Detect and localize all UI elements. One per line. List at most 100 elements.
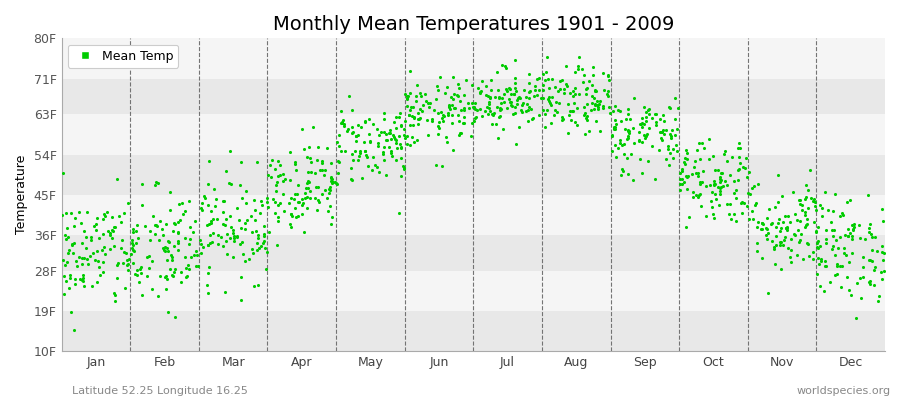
Point — [590, 97, 604, 104]
Point — [494, 100, 508, 106]
Point — [534, 95, 548, 102]
Point — [127, 248, 141, 254]
Point — [323, 175, 338, 181]
Point — [634, 114, 649, 121]
Point — [800, 221, 814, 228]
Point — [706, 181, 721, 187]
Point — [506, 111, 520, 117]
Point — [778, 224, 793, 231]
Point — [798, 182, 813, 188]
Point — [393, 145, 408, 151]
Point — [731, 144, 745, 151]
Point — [270, 242, 284, 248]
Point — [795, 201, 809, 208]
Point — [707, 182, 722, 188]
Point — [827, 191, 842, 197]
Point — [256, 223, 271, 229]
Point — [66, 250, 80, 256]
Point — [456, 105, 471, 111]
Point — [722, 211, 736, 218]
Point — [117, 248, 131, 255]
Point — [809, 228, 824, 234]
Point — [393, 173, 408, 180]
Point — [693, 179, 707, 185]
Point — [771, 216, 786, 222]
Point — [637, 132, 652, 138]
Point — [76, 272, 90, 278]
Point — [185, 228, 200, 235]
Point — [826, 233, 841, 239]
Point — [292, 199, 306, 205]
Point — [211, 240, 225, 247]
Point — [791, 197, 806, 203]
Point — [665, 127, 680, 133]
Point — [751, 181, 765, 188]
Point — [180, 262, 194, 268]
Point — [160, 257, 175, 264]
Point — [411, 116, 426, 122]
Point — [852, 274, 867, 281]
Point — [669, 142, 683, 148]
Point — [312, 166, 327, 173]
Point — [508, 75, 522, 81]
Point — [617, 126, 632, 132]
Point — [679, 172, 693, 179]
Point — [714, 176, 728, 183]
Point — [227, 238, 241, 244]
Point — [845, 250, 859, 256]
Point — [323, 174, 338, 180]
Point — [580, 100, 594, 107]
Point — [204, 218, 219, 225]
Point — [447, 104, 462, 111]
Point — [256, 231, 271, 238]
Point — [292, 198, 306, 205]
Point — [790, 252, 805, 259]
Point — [652, 128, 667, 135]
Point — [125, 247, 140, 253]
Point — [464, 133, 478, 140]
Point — [352, 153, 366, 160]
Title: Monthly Mean Temperatures 1901 - 2009: Monthly Mean Temperatures 1901 - 2009 — [273, 15, 674, 34]
Point — [875, 276, 889, 282]
Point — [425, 118, 439, 124]
Point — [372, 169, 386, 176]
Point — [398, 117, 412, 124]
Point — [410, 137, 425, 144]
Point — [400, 141, 414, 147]
Point — [548, 84, 562, 90]
Point — [562, 112, 576, 118]
Point — [586, 72, 600, 78]
Point — [171, 230, 185, 237]
Point — [707, 180, 722, 187]
Point — [225, 227, 239, 233]
Point — [294, 196, 309, 203]
Point — [311, 144, 326, 150]
Point — [590, 104, 605, 110]
Point — [254, 198, 268, 204]
Point — [540, 96, 554, 102]
Point — [780, 227, 795, 234]
Point — [111, 275, 125, 281]
Point — [178, 265, 193, 271]
Point — [793, 237, 807, 243]
Point — [670, 126, 684, 132]
Point — [824, 227, 839, 233]
Point — [62, 285, 77, 291]
Point — [400, 93, 414, 99]
Point — [814, 258, 828, 265]
Point — [585, 100, 599, 106]
Point — [561, 101, 575, 108]
Point — [430, 83, 445, 89]
Point — [800, 240, 814, 246]
Point — [791, 227, 806, 234]
Point — [553, 86, 567, 92]
Point — [311, 198, 326, 205]
Point — [377, 157, 392, 164]
Point — [216, 198, 230, 204]
Point — [90, 278, 104, 285]
Point — [482, 94, 497, 101]
Point — [585, 64, 599, 70]
Point — [64, 210, 78, 216]
Point — [611, 106, 625, 113]
Point — [462, 105, 476, 111]
